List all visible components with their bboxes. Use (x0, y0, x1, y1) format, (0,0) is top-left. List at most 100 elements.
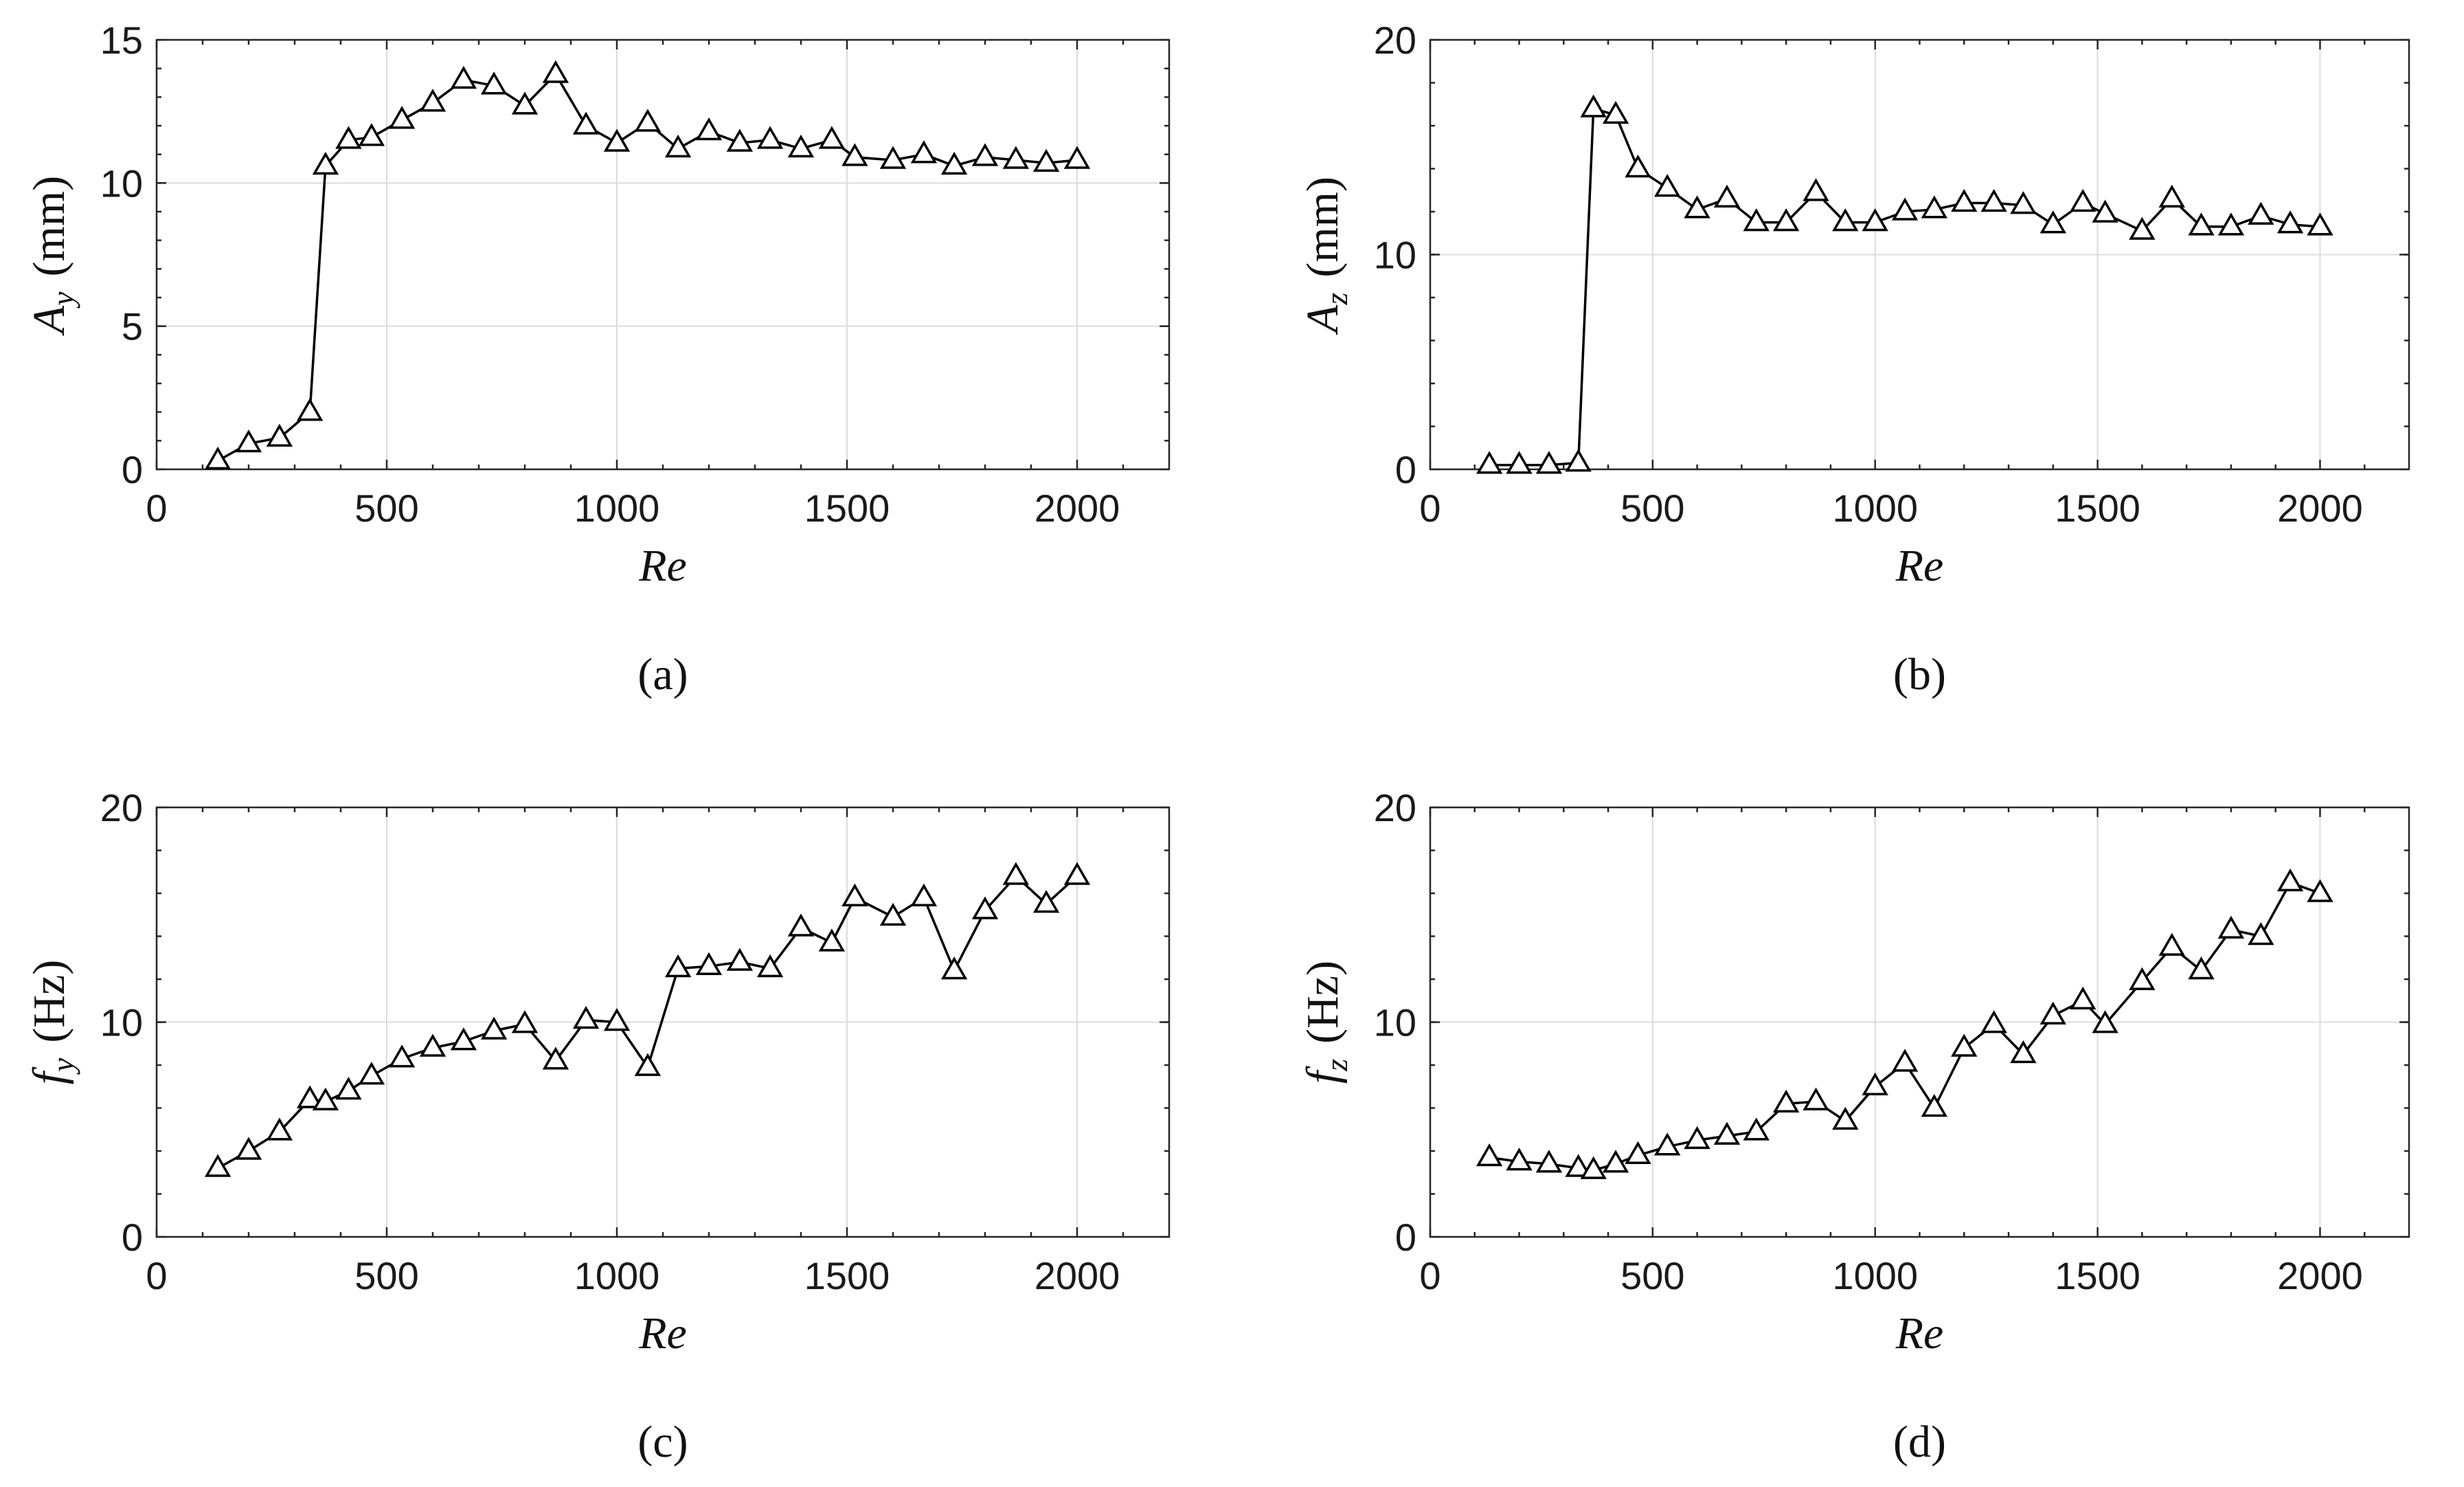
data-point (1063, 146, 1091, 169)
y-tick-label: 0 (1395, 1216, 1416, 1259)
data-point (204, 446, 231, 470)
data-point (1684, 1126, 1710, 1150)
panel-b: 0 500 1000 1500 2000 0 10 20 Re Az (mm) (b) (1298, 19, 2410, 700)
data-point (2217, 212, 2245, 236)
y-tick-label: 5 (122, 305, 143, 348)
data-point (388, 1044, 416, 1068)
y-axis-subscript: y (45, 1058, 80, 1075)
data-point (879, 902, 907, 926)
data-point (910, 140, 938, 164)
data-point (2217, 915, 2245, 939)
panel-label: (d) (1893, 1417, 1946, 1467)
data-point (1625, 1141, 1651, 1165)
data-point (1980, 188, 2007, 212)
data-point (235, 429, 262, 453)
panel-label: (b) (1893, 649, 1946, 700)
y-axis-label: Az (mm) (1298, 177, 1354, 335)
data-point (2070, 986, 2096, 1010)
data-point (1002, 862, 1030, 885)
data-point (1891, 1049, 1919, 1072)
data-point (1743, 1117, 1770, 1141)
data-point (1802, 178, 1829, 201)
data-point (634, 109, 662, 132)
y-tick-label: 20 (1374, 786, 1416, 829)
data-point (971, 896, 999, 919)
data-point (1802, 1087, 1829, 1110)
data-point (1063, 862, 1091, 885)
x-tick-label: 1500 (804, 1254, 890, 1297)
y-tick-label: 10 (1374, 234, 1416, 277)
data-point (1743, 208, 1770, 232)
panel-label: (a) (637, 649, 688, 700)
x-tick-label: 1000 (574, 1254, 660, 1297)
data-point (940, 956, 968, 980)
x-tick-label: 1500 (2055, 1254, 2140, 1297)
data-point (2010, 1040, 2037, 1064)
data-point (1921, 195, 1948, 219)
data-point (664, 954, 692, 978)
data-point (2129, 216, 2156, 240)
data-point (2129, 967, 2156, 990)
data-point (1476, 451, 1503, 474)
y-axis-symbol: A (1298, 304, 1348, 335)
data-point (1654, 1132, 1681, 1156)
x-axis-label: Re (1895, 541, 1944, 591)
y-axis-symbol: A (24, 305, 74, 336)
y-axis-subscript: z (1319, 1059, 1354, 1072)
data-point (1535, 451, 1563, 474)
panel-label: (c) (637, 1417, 688, 1467)
y-tick-label: 10 (1374, 1001, 1416, 1044)
data-point (726, 128, 754, 152)
data-point (2158, 184, 2185, 208)
x-tick-label: 2000 (2277, 487, 2363, 530)
data-point (312, 151, 339, 175)
data-point (1773, 1089, 1800, 1113)
x-tick-label: 500 (354, 1254, 418, 1297)
data-point (634, 1053, 662, 1076)
data-point (2092, 199, 2118, 223)
data-point (1951, 1033, 1978, 1057)
data-point (1862, 208, 1888, 232)
data-point (879, 146, 907, 169)
data-point (787, 913, 815, 937)
y-tick-label: 20 (100, 786, 143, 829)
y-axis-label: Ay (mm) (24, 176, 80, 336)
data-point (2092, 1010, 2118, 1033)
data-point (910, 883, 938, 907)
data-point (1862, 1072, 1888, 1096)
data-point (2307, 212, 2333, 236)
data-point (450, 65, 477, 89)
data-point (296, 1085, 324, 1108)
data-point (1951, 188, 1978, 212)
x-tick-label: 2000 (1035, 1254, 1120, 1297)
y-axis-unit: (Hz) (24, 960, 74, 1043)
data-point (787, 134, 815, 158)
data-point (2039, 1001, 2066, 1025)
x-tick-label: 1500 (2055, 487, 2140, 530)
data-point (2010, 191, 2037, 214)
data-point (419, 89, 447, 112)
x-tick-label: 2000 (2277, 1254, 2363, 1297)
y-tick-label: 0 (122, 1216, 143, 1259)
data-point (1565, 449, 1592, 472)
y-tick-label: 10 (100, 161, 143, 205)
data-point (818, 126, 846, 149)
data-point (603, 128, 631, 152)
data-point (335, 1076, 362, 1100)
data-point (542, 60, 569, 83)
data-point (1684, 195, 1710, 219)
data-point (1832, 1106, 1859, 1130)
data-point (2276, 210, 2304, 234)
data-point (1891, 197, 1919, 221)
data-point (1832, 208, 1859, 232)
data-point (1921, 1093, 1948, 1117)
data-point (1602, 100, 1629, 124)
data-point (2248, 921, 2274, 946)
y-tick-label: 20 (1374, 19, 1416, 62)
data-point (1506, 451, 1533, 474)
data-point (266, 423, 293, 447)
data-point (2188, 956, 2215, 980)
panel-a: 0 500 1000 1500 2000 0 5 10 15 Re Ay (mm) (a) (24, 19, 1171, 700)
data-point (2039, 210, 2066, 234)
